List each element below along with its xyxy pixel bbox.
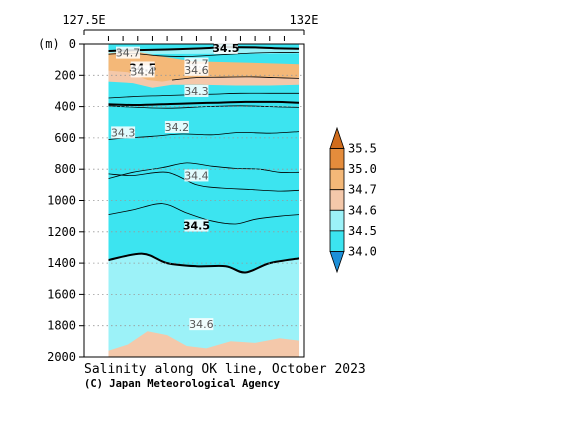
contour-label-bg bbox=[184, 169, 209, 182]
colorbar-segment bbox=[329, 148, 345, 170]
contour-34.2 bbox=[108, 162, 300, 179]
y-tick-label: 1200 bbox=[47, 225, 76, 239]
colorbar-label: 35.5 bbox=[348, 142, 377, 156]
chart-title: Salinity along OK line, October 2023 bbox=[84, 362, 366, 377]
contour-label: 34.6 bbox=[189, 318, 214, 331]
y-tick-label: 200 bbox=[54, 68, 76, 82]
contour-label: 34.7 bbox=[116, 47, 141, 60]
colorbar-segment bbox=[329, 168, 345, 191]
y-tick-label: 1600 bbox=[47, 287, 76, 301]
y-tick-label: 400 bbox=[54, 100, 76, 114]
y-tick-label: 1000 bbox=[47, 194, 76, 208]
contour-34.5b bbox=[108, 100, 300, 107]
y-tick-label: 600 bbox=[54, 131, 76, 145]
colorbar-label: 34.6 bbox=[348, 203, 377, 217]
contour-label-bg bbox=[164, 120, 189, 133]
fill-region-34.6-34.7-2 bbox=[108, 331, 300, 357]
contour-label: 34.4 bbox=[184, 169, 209, 182]
x-tick-label: 127.5E bbox=[62, 13, 105, 27]
colorbar-top-arrow bbox=[329, 126, 345, 149]
colorbar-label: 34.0 bbox=[348, 244, 377, 258]
contour-labels: 34.534.734.734.534.634.434.334.334.234.4… bbox=[111, 41, 239, 331]
contour-34.5c bbox=[108, 252, 300, 274]
y-tick-label: 1400 bbox=[47, 256, 76, 270]
y-tick-label: 0 bbox=[69, 37, 76, 51]
contour-label-bg bbox=[184, 84, 209, 97]
y-tick-label: 2000 bbox=[47, 350, 76, 364]
contour-label: 34.4 bbox=[130, 65, 155, 78]
contour-label-bg bbox=[184, 63, 209, 76]
y-tick-label: 800 bbox=[54, 162, 76, 176]
contour-label-bg bbox=[184, 219, 209, 232]
contour-34.7b bbox=[171, 76, 300, 81]
station-marks bbox=[107, 36, 285, 41]
contour-label: 34.3 bbox=[184, 85, 209, 98]
colorbar-label: 34.5 bbox=[348, 224, 377, 238]
fill-intermediate-34.0-34.5 bbox=[108, 101, 300, 273]
colorbar: 35.5 35.0 34.7 34.6 34.5 34.0 bbox=[329, 126, 377, 274]
colorbar-segment bbox=[329, 230, 345, 252]
contour-34.3b bbox=[108, 171, 300, 192]
contour-label: 34.6 bbox=[184, 64, 209, 77]
y-unit-label: (m) bbox=[38, 37, 60, 51]
contour-label: 34.2 bbox=[165, 121, 190, 134]
y-tick-label: 1800 bbox=[47, 319, 76, 333]
colorbar-label: 34.7 bbox=[348, 183, 377, 197]
contour-label-bg bbox=[213, 41, 238, 54]
contour-label-bg bbox=[111, 126, 136, 139]
axes: 127.5E 132E (m) 0 200 400 600 800 1000 1200 1400 16… bbox=[38, 13, 318, 364]
contour-label: 34.5 bbox=[212, 42, 239, 55]
contour-label-bg bbox=[116, 46, 140, 59]
colorbar-label: 35.0 bbox=[348, 162, 377, 176]
x-tick-label: 132E bbox=[290, 13, 319, 27]
contour-label: 34.5 bbox=[183, 220, 210, 233]
colorbar-segment bbox=[329, 189, 345, 211]
colorbar-segment bbox=[329, 209, 345, 232]
contour-label-bg bbox=[189, 318, 214, 331]
contour-label-bg bbox=[130, 65, 155, 78]
colorbar-bottom-arrow bbox=[329, 251, 345, 274]
contour-label: 34.3 bbox=[111, 126, 136, 139]
contour-34.4b bbox=[108, 203, 300, 225]
chart-credit: (C) Japan Meteorological Agency bbox=[84, 378, 281, 390]
